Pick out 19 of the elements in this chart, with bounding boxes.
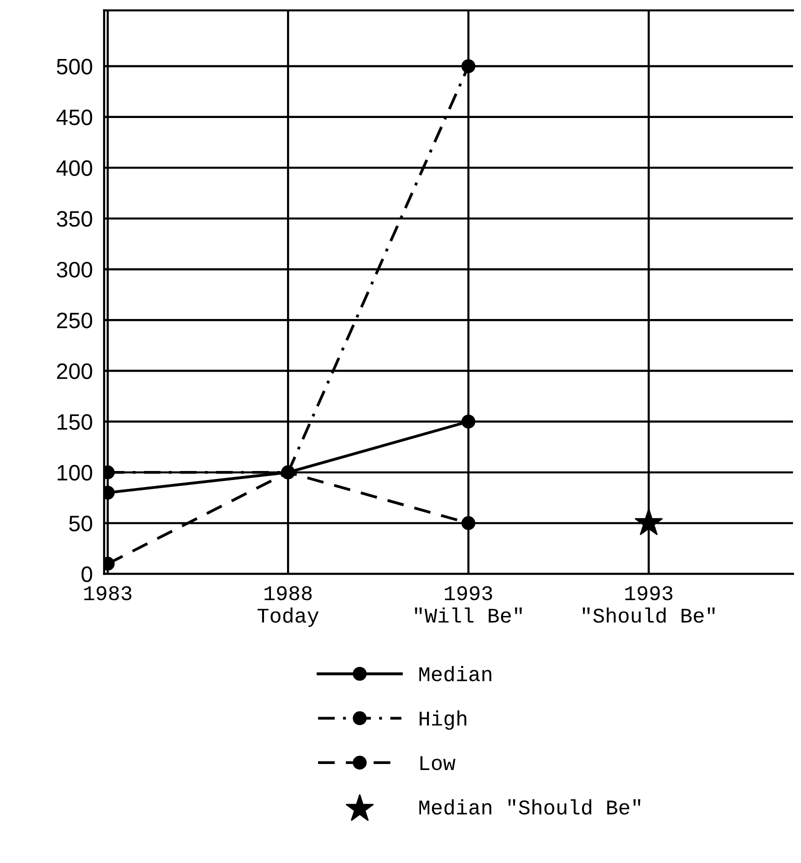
x-tick-label: 1983 — [84, 586, 132, 600]
y-tick-label: 300 — [56, 262, 92, 278]
y-tick-label: 0 — [82, 566, 92, 582]
y-tick-label: 100 — [58, 464, 92, 481]
x-tick-label: 1993 "Should Be" — [582, 586, 715, 623]
x-tick-label: 1988 Today — [258, 586, 319, 627]
legend-label: Median — [419, 666, 492, 682]
y-tick-label: 250 — [57, 312, 92, 328]
legend-label: High — [420, 710, 466, 730]
y-tick-label: 350 — [56, 211, 92, 227]
x-tick-label: 1993 "Will Be" — [414, 586, 522, 623]
legend-label: Median "Should Be" — [419, 799, 640, 815]
legend-label: Low — [420, 756, 456, 770]
y-tick-label: 500 — [56, 58, 92, 74]
y-tick-label: 450 — [56, 110, 92, 126]
y-tick-label: 50 — [69, 516, 92, 532]
y-tick-label: 150 — [58, 414, 92, 430]
y-tick-label: 200 — [57, 363, 92, 380]
y-tick-label: 400 — [56, 160, 92, 176]
